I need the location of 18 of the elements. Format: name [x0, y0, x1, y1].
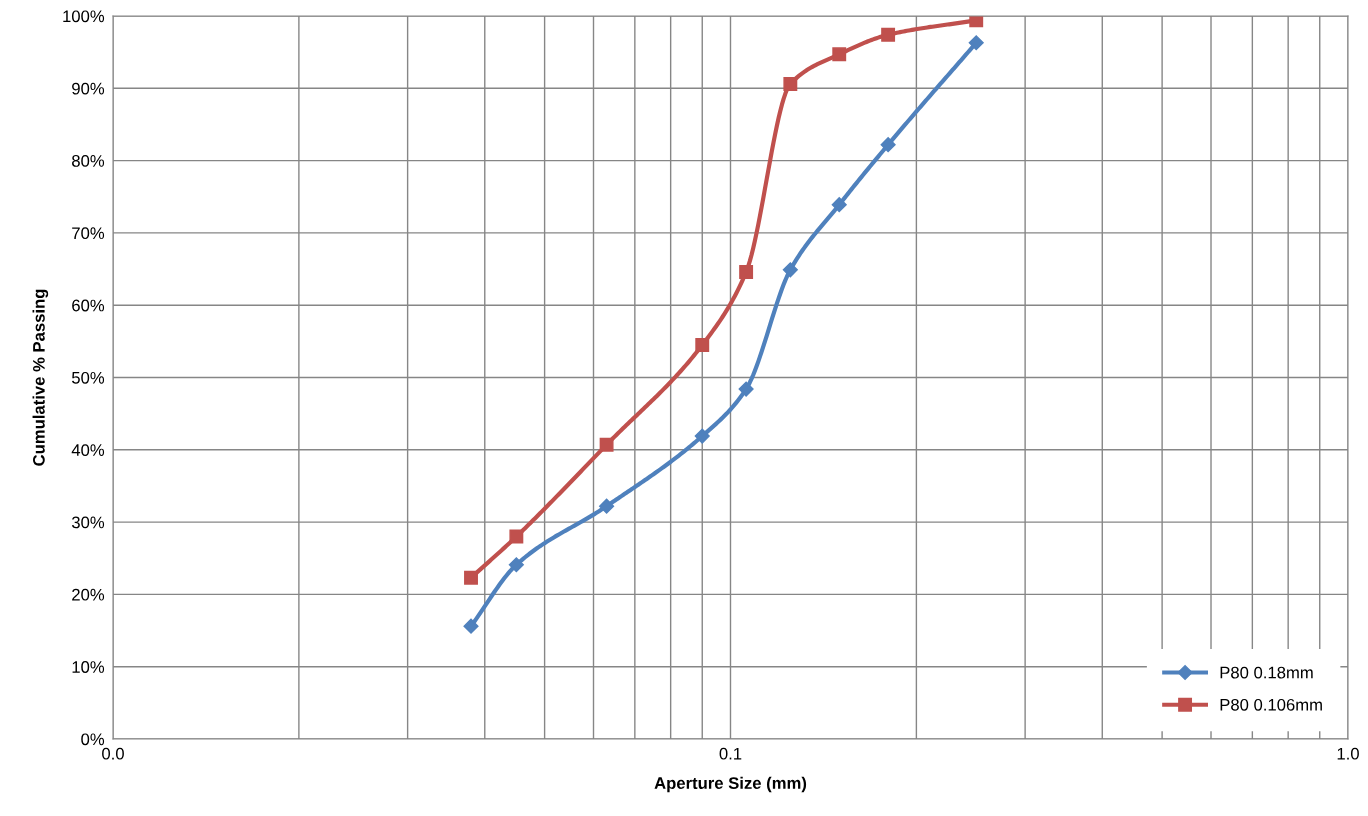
y-tick-label: 100%	[63, 10, 105, 23]
y-axis-title: Cumulative % Passing	[32, 289, 49, 466]
x-tick-label: 0.1	[719, 747, 742, 760]
y-tick-label: 50%	[71, 371, 105, 384]
x-tick-label: 0.0	[102, 747, 124, 760]
y-tick-label: 80%	[72, 155, 105, 167]
legend-label: P80 0.106mm	[1220, 698, 1322, 711]
y-tick-label: 60%	[72, 299, 105, 312]
y-tick-label: 10%	[72, 661, 105, 673]
y-tick-label: 90%	[72, 82, 105, 95]
y-tick-label: 0%	[81, 733, 105, 746]
legend-label: P80 0.18mm	[1220, 666, 1313, 679]
x-axis-title: Aperture Size (mm)	[654, 776, 807, 793]
y-tick-label: 20%	[72, 588, 105, 601]
y-tick-label: 70%	[72, 227, 105, 240]
y-tick-label: 30%	[71, 516, 105, 529]
y-tick-label: 40%	[71, 444, 105, 456]
x-tick-label: 1.0	[1337, 747, 1359, 760]
